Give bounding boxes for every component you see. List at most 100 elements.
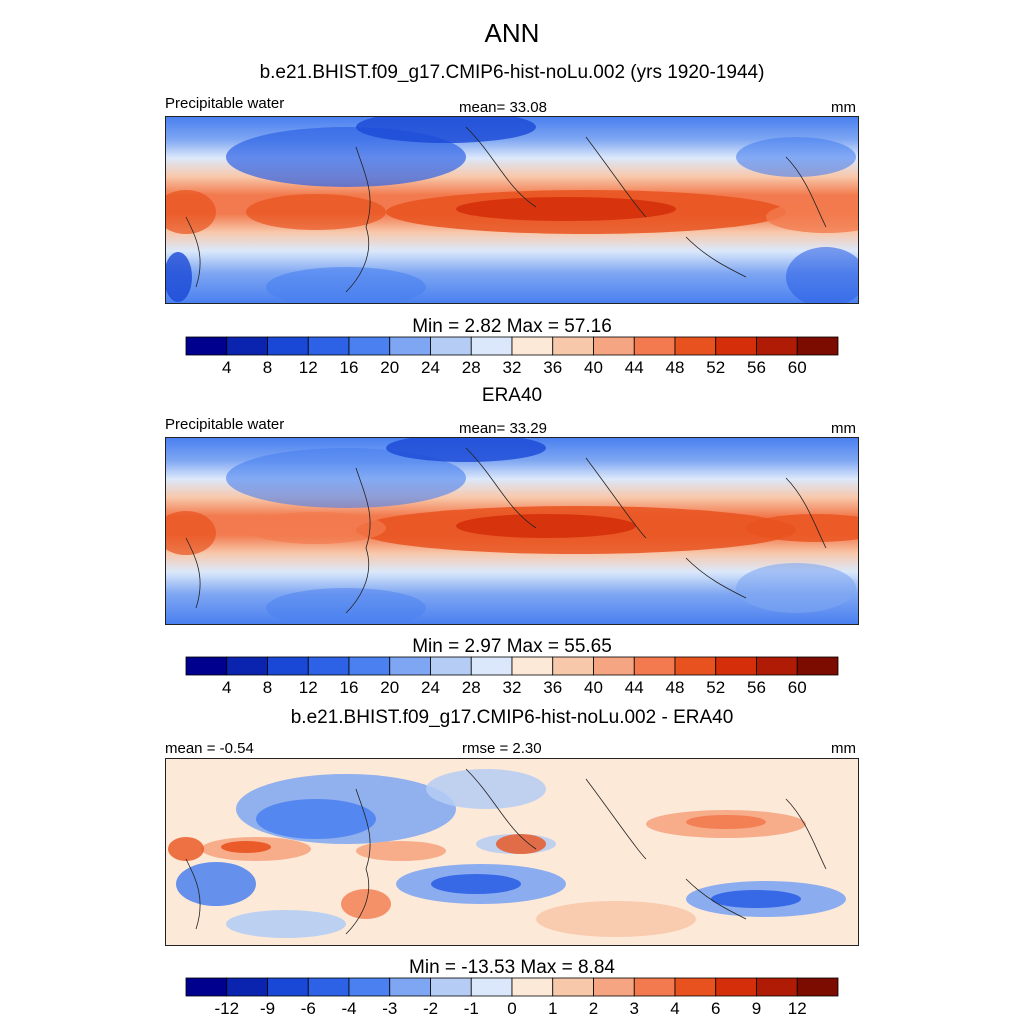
panel1-colorbar-swatch: [226, 336, 268, 356]
panel1-colorbar-swatch: [267, 336, 309, 356]
main-title: ANN: [484, 18, 540, 48]
panel1-colorbar-tick-label: 28: [462, 358, 481, 377]
panel2-colorbar-tick-label: 32: [503, 678, 522, 697]
panel2-colorbar-svg: 4 8 12 16 20 24 28 32 36 40 44 48 52 56 60: [185, 656, 839, 697]
panel3-colorbar-tick-label: 4: [670, 999, 679, 1018]
panel2-colorbar-tick-label: 20: [380, 678, 399, 697]
panel2-colorbar-swatch: [715, 656, 757, 676]
panel1-colorbar-tick-label: 48: [666, 358, 685, 377]
panel1-colorbar-swatch: [593, 336, 635, 356]
panel3-colorbar-tick-label: 2: [589, 999, 598, 1018]
panel3-colorbar-tick-label: 6: [711, 999, 720, 1018]
panel3-field: [166, 759, 858, 945]
panel3-colorbar-swatch: [430, 977, 472, 997]
panel3-mean-label: mean = -0.54: [165, 740, 254, 757]
panel2-colorbar-swatch: [633, 656, 676, 676]
panel1-map: [165, 116, 859, 304]
panel3-colorbar-swatch: [226, 977, 268, 997]
panel1-colorbar-tick-label: 44: [625, 358, 644, 377]
panel2-title: ERA40: [481, 385, 543, 406]
panel1-colorbar-tick-label: 24: [421, 358, 440, 377]
panel3-colorbar-tick-label: -12: [214, 999, 239, 1018]
panel3-title: b.e21.BHIST.f09_g17.CMIP6-hist-noLu.002 …: [290, 707, 734, 728]
panel3-colorbar-tick-label: -2: [423, 999, 438, 1018]
panel2-colorbar-swatch: [593, 656, 635, 676]
panel3-colorbar-swatch: [756, 977, 798, 997]
panel2-units-label: mm: [831, 420, 856, 437]
panel1-colorbar-swatch: [185, 336, 228, 356]
panel2-mean-label: mean= 33.29: [459, 420, 547, 437]
panel2-colorbar-tick-label: 28: [462, 678, 481, 697]
panel2-colorbar: 4 8 12 16 20 24 28 32 36 40 44 48 52 56 60: [185, 656, 839, 697]
panel3-colorbar-swatch: [633, 977, 676, 997]
panel3-colorbar-swatch: [348, 977, 391, 997]
panel1-variable-label: Precipitable water: [165, 95, 285, 112]
panel2-colorbar-swatch: [552, 656, 594, 676]
panel2-colorbar-swatch: [511, 656, 554, 676]
panel1-colorbar-tick-label: 32: [503, 358, 522, 377]
panel2-colorbar-tick-label: 48: [666, 678, 685, 697]
panel2-colorbar-tick-label: 8: [263, 678, 272, 697]
panel2-colorbar-tick-label: 44: [625, 678, 644, 697]
panel2-map: [165, 437, 859, 625]
panel2-stats: Min = 2.97 Max = 55.65: [412, 636, 612, 657]
panel3-colorbar-swatch: [185, 977, 228, 997]
panel2-colorbar-swatch: [226, 656, 268, 676]
panel2-colorbar-tick-label: 56: [747, 678, 766, 697]
panel1-colorbar-swatch: [756, 336, 798, 356]
panel1-colorbar-swatch: [389, 336, 431, 356]
panel2-colorbar-swatch: [796, 656, 839, 676]
panel1-colorbar: 4 8 12 16 20 24 28 32 36 40 44 48 52 56 60: [185, 336, 839, 377]
panel2-colorbar-swatch: [756, 656, 798, 676]
panel2-colorbar-tick-label: 52: [706, 678, 725, 697]
panel3-stats: Min = -13.53 Max = 8.84: [409, 957, 615, 978]
panel3-colorbar-tick-label: 3: [630, 999, 639, 1018]
panel2-field: [166, 438, 858, 624]
panel2-colorbar-tick-label: 24: [421, 678, 440, 697]
panel1-field: [166, 117, 858, 303]
panel1-colorbar-swatch: [470, 336, 513, 356]
panel3-colorbar-svg: -12 -9 -6 -4 -3 -2 -1 0 1 2 3 4 6 9 12: [185, 977, 839, 1018]
panel3-colorbar-tick-label: -4: [341, 999, 356, 1018]
panel2-colorbar-tick-label: 40: [584, 678, 603, 697]
panel2-colorbar-swatch: [674, 656, 717, 676]
panel2-colorbar-swatch: [430, 656, 472, 676]
panel3-colorbar-tick-label: -1: [464, 999, 479, 1018]
panel3-colorbar-swatch: [674, 977, 717, 997]
panel1-colorbar-tick-label: 4: [222, 358, 231, 377]
panel1-colorbar-svg: 4 8 12 16 20 24 28 32 36 40 44 48 52 56 60: [185, 336, 839, 377]
panel1-colorbar-tick-label: 56: [747, 358, 766, 377]
panel3-colorbar-tick-label: 9: [752, 999, 761, 1018]
panel3-colorbar-tick-label: 1: [548, 999, 557, 1018]
panel2-colorbar-swatch: [348, 656, 391, 676]
panel1-colorbar-swatch: [307, 336, 350, 356]
panel1-stats: Min = 2.82 Max = 57.16: [412, 316, 612, 337]
panel3-colorbar-tick-label: -6: [301, 999, 316, 1018]
panel2-colorbar-tick-label: 4: [222, 678, 231, 697]
panel3-map: [165, 758, 859, 946]
panel1-colorbar-swatch: [633, 336, 676, 356]
panel3-colorbar-swatch: [796, 977, 839, 997]
panel3-colorbar-swatch: [511, 977, 554, 997]
panel3-colorbar-tick-label: -3: [382, 999, 397, 1018]
panel3-colorbar-swatch: [470, 977, 513, 997]
panel1-colorbar-tick-label: 52: [706, 358, 725, 377]
panel2-colorbar-tick-label: 60: [788, 678, 807, 697]
panel1-colorbar-swatch: [511, 336, 554, 356]
panel3-units-label: mm: [831, 740, 856, 757]
panel2-colorbar-swatch: [185, 656, 228, 676]
panel1-colorbar-tick-label: 8: [263, 358, 272, 377]
panel1-colorbar-tick-label: 60: [788, 358, 807, 377]
panel1-colorbar-swatch: [674, 336, 717, 356]
panel3-colorbar-tick-label: -9: [260, 999, 275, 1018]
panel1-colorbar-swatch: [348, 336, 391, 356]
panel1-colorbar-tick-label: 36: [543, 358, 562, 377]
panel2-colorbar-swatch: [389, 656, 431, 676]
panel1-units-label: mm: [831, 99, 856, 116]
panel2-colorbar-tick-label: 16: [340, 678, 359, 697]
panel1-title: b.e21.BHIST.f09_g17.CMIP6-hist-noLu.002 …: [259, 62, 765, 83]
panel3-colorbar-swatch: [715, 977, 757, 997]
panel1-colorbar-swatch: [552, 336, 594, 356]
panel3-colorbar: -12 -9 -6 -4 -3 -2 -1 0 1 2 3 4 6 9 12: [185, 977, 839, 1018]
panel1-colorbar-swatch: [715, 336, 757, 356]
